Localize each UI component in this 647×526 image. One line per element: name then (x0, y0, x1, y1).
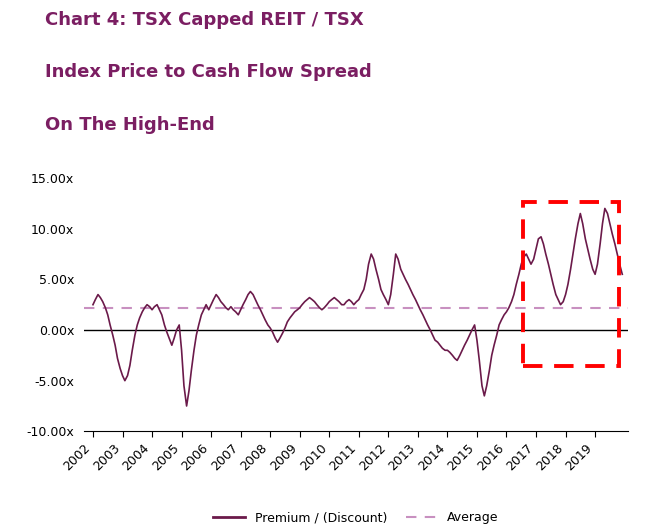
Legend: Premium / (Discount), Average: Premium / (Discount), Average (208, 506, 503, 526)
Text: Index Price to Cash Flow Spread: Index Price to Cash Flow Spread (45, 63, 372, 81)
Text: Chart 4: TSX Capped REIT / TSX: Chart 4: TSX Capped REIT / TSX (45, 11, 364, 28)
Text: On The High-End: On The High-End (45, 116, 215, 134)
